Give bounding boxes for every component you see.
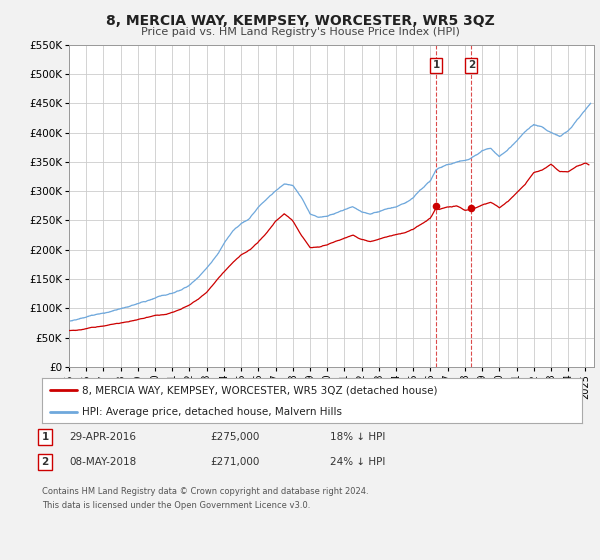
Text: 24% ↓ HPI: 24% ↓ HPI [330, 457, 385, 467]
Text: 8, MERCIA WAY, KEMPSEY, WORCESTER, WR5 3QZ: 8, MERCIA WAY, KEMPSEY, WORCESTER, WR5 3… [106, 14, 494, 28]
Text: 08-MAY-2018: 08-MAY-2018 [69, 457, 136, 467]
Text: 2: 2 [41, 457, 49, 467]
Text: HPI: Average price, detached house, Malvern Hills: HPI: Average price, detached house, Malv… [83, 407, 343, 417]
Text: £271,000: £271,000 [210, 457, 259, 467]
Point [466, 204, 476, 213]
Text: 29-APR-2016: 29-APR-2016 [69, 432, 136, 442]
Text: £275,000: £275,000 [210, 432, 259, 442]
Text: 2: 2 [467, 60, 475, 71]
Text: Price paid vs. HM Land Registry's House Price Index (HPI): Price paid vs. HM Land Registry's House … [140, 27, 460, 37]
Point [431, 202, 441, 211]
Text: 8, MERCIA WAY, KEMPSEY, WORCESTER, WR5 3QZ (detached house): 8, MERCIA WAY, KEMPSEY, WORCESTER, WR5 3… [83, 385, 438, 395]
Text: 1: 1 [41, 432, 49, 442]
Text: 1: 1 [433, 60, 440, 71]
Text: 18% ↓ HPI: 18% ↓ HPI [330, 432, 385, 442]
Text: Contains HM Land Registry data © Crown copyright and database right 2024.: Contains HM Land Registry data © Crown c… [42, 487, 368, 496]
Text: This data is licensed under the Open Government Licence v3.0.: This data is licensed under the Open Gov… [42, 501, 310, 510]
